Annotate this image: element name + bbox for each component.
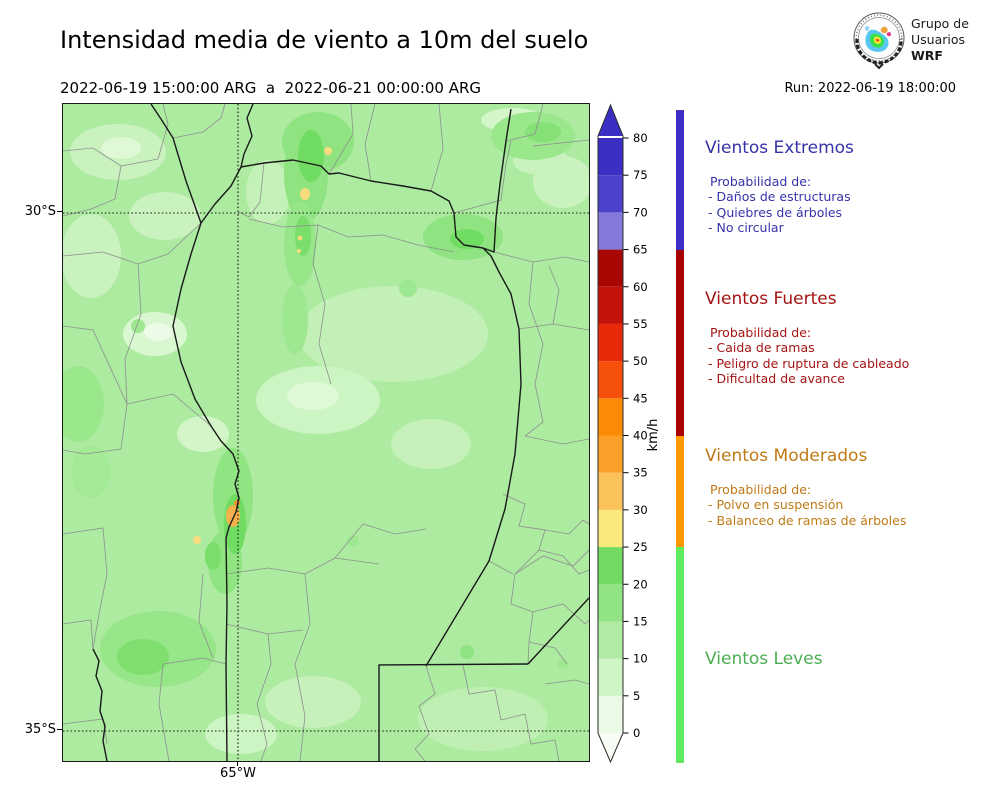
colorbar-segment (598, 584, 623, 622)
colorbar-tick-label: 50 (633, 354, 648, 368)
colorbar-segment (598, 472, 623, 510)
logo-text: Grupo de Usuarios WRF (911, 16, 969, 64)
colorbar-tick-label: 65 (633, 243, 648, 257)
category-item: - Daños de estructuras (708, 189, 851, 204)
category-title: Vientos Leves (705, 649, 823, 669)
colorbar-segment (598, 323, 623, 362)
colorbar-segment (598, 361, 623, 399)
x-axis-label-65W: 65°W (220, 766, 256, 781)
category-block-moderados: Vientos Moderados Probabilidad de: - Pol… (705, 446, 1000, 528)
colorbar-segment (598, 138, 623, 176)
wind-speed-colorbar: 0 5 10 15 20 25 30 35 40 45 50 55 60 65 70 75 80 km/h (597, 103, 661, 764)
wrf-users-group-logo (849, 9, 909, 75)
y-axis-label-35S: 35°S (24, 722, 56, 737)
colorbar-tick-label: 55 (633, 317, 648, 331)
colorbar-tick-label: 70 (633, 205, 648, 219)
colorbar-ticks: 0 5 10 15 20 25 30 35 40 45 50 55 60 65 70 75 80 (623, 131, 648, 740)
category-intro: Probabilidad de: (710, 482, 812, 497)
category-intro: Probabilidad de: (710, 325, 812, 340)
model-run-label: Run: 2022-06-19 18:00:00 (784, 81, 956, 96)
colorbar-arrow-bottom (598, 733, 623, 762)
wind-shading-dark (52, 112, 575, 687)
colorbar-segment (598, 621, 623, 659)
category-item: - Balanceo de ramas de árboles (708, 512, 907, 528)
colorbar-tick-label: 10 (633, 652, 648, 666)
category-item: - Caida de ramas (708, 340, 815, 355)
colorbar-tick-label: 30 (633, 503, 648, 517)
category-bar-segment (676, 110, 684, 250)
logo-text-line2: Usuarios (911, 32, 966, 47)
colorbar-segment (598, 658, 623, 696)
colorbar-tick-label: 45 (633, 391, 648, 405)
colorbar-tick-label: 25 (633, 540, 648, 554)
colorbar-tick-label: 20 (633, 577, 648, 591)
colorbar-tick-label: 80 (633, 131, 648, 145)
category-title: Vientos Moderados (705, 446, 868, 466)
wind-map-frame (52, 103, 593, 762)
colorbar-tick-label: 60 (633, 280, 648, 294)
logo-emblem-icon (853, 12, 905, 70)
y-axis-tick-35S (57, 729, 62, 730)
colorbar-arrow-top (598, 105, 623, 136)
y-axis-tick-30S (57, 211, 62, 212)
logo-text-line3: WRF (911, 48, 943, 63)
colorbar-tick-label: 35 (633, 466, 648, 480)
category-block-leves: Vientos Leves (705, 649, 1000, 669)
colorbar-segment (598, 175, 623, 213)
colorbar-segment (598, 398, 623, 436)
category-bar-segment (676, 547, 684, 763)
colorbar-segment (598, 547, 623, 585)
page-title: Intensidad media de viento a 10m del sue… (60, 26, 589, 54)
reference-grid (63, 104, 589, 761)
category-intro: Probabilidad de: (710, 174, 812, 189)
category-item: - Quiebres de árboles (708, 204, 843, 220)
category-block-extremos: Vientos Extremos Probabilidad de: - Daño… (705, 138, 1000, 236)
wind-category-bar (676, 110, 684, 763)
colorbar-outline (597, 103, 624, 764)
category-title: Vientos Extremos (705, 138, 854, 158)
category-bar-segment (676, 435, 684, 548)
category-item: - No circular (708, 220, 784, 236)
colorbar-tick-label: 0 (633, 726, 640, 740)
colorbar-tick-label: 40 (633, 429, 648, 443)
colorbar-segments (598, 105, 623, 762)
colorbar-segment (598, 435, 623, 473)
colorbar-tick-label: 75 (633, 168, 648, 182)
colorbar-tick-label: 5 (633, 689, 640, 703)
category-block-fuertes: Vientos Fuertes Probabilidad de: - Caida… (705, 289, 1000, 387)
category-item: - Dificultad de avance (708, 371, 845, 387)
colorbar-segment (598, 695, 623, 733)
colorbar-segment (598, 509, 623, 548)
colorbar-unit-label: km/h (646, 419, 661, 452)
wind-shading-light (61, 108, 593, 754)
colorbar-tick-label: 15 (633, 614, 648, 628)
wind-map (52, 103, 593, 762)
category-bar-segment (676, 249, 684, 436)
department-borders (62, 103, 590, 762)
colorbar-segment (598, 249, 623, 287)
colorbar-segment (598, 212, 623, 250)
category-title: Vientos Fuertes (705, 289, 837, 309)
logo-text-line1: Grupo de (911, 16, 969, 31)
category-item: - Polvo en suspensión (708, 497, 844, 512)
category-item: - Peligro de ruptura de cableado (708, 355, 910, 371)
y-axis-label-30S: 30°S (24, 204, 56, 219)
valid-period-label: 2022-06-19 15:00:00 ARG a 2022-06-21 00:… (60, 79, 482, 97)
x-axis-tick-65W (237, 761, 238, 766)
colorbar-segment (598, 286, 623, 324)
